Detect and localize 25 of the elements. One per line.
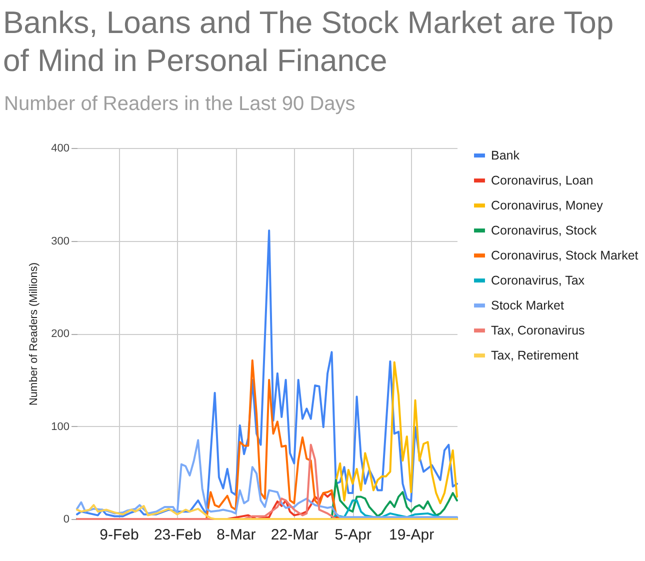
- y-tick-label: 400: [51, 142, 70, 154]
- y-tick-label: 300: [51, 235, 70, 248]
- legend-label: Stock Market: [491, 298, 564, 312]
- line-series: [76, 504, 458, 520]
- x-tick-label: 8-Mar: [216, 526, 256, 544]
- legend-label: Bank: [491, 148, 520, 162]
- legend-label: Coronavirus, Money: [491, 198, 604, 212]
- chart-subtitle: Number of Readers in the Last 90 Days: [4, 93, 356, 116]
- y-tick-label: 100: [51, 420, 70, 433]
- x-tick-label: 5-Apr: [334, 526, 372, 544]
- x-tick-label: 22-Mar: [270, 526, 318, 544]
- line-series: [76, 230, 458, 518]
- legend-label: Coronavirus, Tax: [491, 274, 586, 288]
- y-axis-title: Number of Readers (Millions): [28, 262, 40, 406]
- legend-label: Tax, Coronavirus: [491, 324, 585, 338]
- legend-label: Coronavirus, Stock Market: [491, 248, 639, 262]
- x-tick-label: 23-Feb: [154, 526, 202, 544]
- legend-label: Coronavirus, Loan: [491, 174, 594, 188]
- legend-label: Coronavirus, Stock: [491, 224, 598, 238]
- y-tick-label: 0: [63, 514, 70, 526]
- x-tick-label: 19-Apr: [389, 526, 434, 544]
- y-tick-label: 200: [51, 328, 70, 340]
- legend-label: Tax, Retirement: [491, 348, 580, 362]
- chart-title: Banks, Loans and The Stock Market are Top of Mind in Personal Finance: [3, 4, 615, 80]
- x-tick-label: 9-Feb: [100, 526, 139, 544]
